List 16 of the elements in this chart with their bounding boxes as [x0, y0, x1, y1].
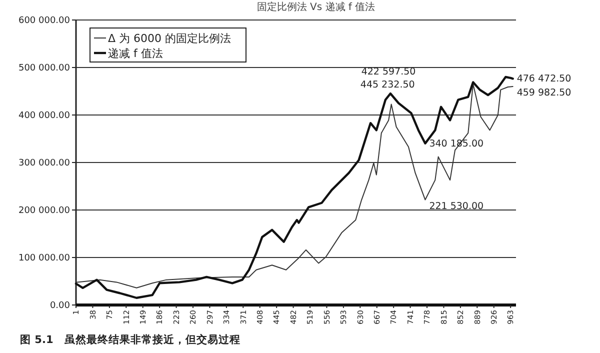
annotation: 221 530.00 [429, 200, 484, 212]
y-tick-label: 200 000.00 [18, 206, 70, 216]
legend-label: Δ 为 6000 的固定比例法 [108, 32, 232, 45]
y-tick-label: 0.00 [50, 301, 70, 312]
annotation: 476 472.50 [516, 74, 572, 85]
chart-title: 固定比例法 Vs 递减 f 值法 [256, 1, 376, 13]
y-tick-label: 500 000.00 [18, 64, 70, 74]
caption: 图 5.1 虽然最终结果非常接近，但交易过程 [20, 333, 240, 346]
y-tick-label: 400 000.00 [18, 111, 70, 122]
legend-label: 递减 f 值法 [108, 47, 163, 60]
y-tick-label: 100 000.00 [18, 254, 70, 264]
annotation: 422 597.50 [361, 66, 416, 78]
y-tick-label: 600 000.00 [18, 16, 70, 26]
y-tick-label: 300 000.00 [18, 158, 70, 169]
annotation: 459 982.50 [516, 88, 572, 99]
annotation: 445 232.50 [360, 80, 415, 91]
